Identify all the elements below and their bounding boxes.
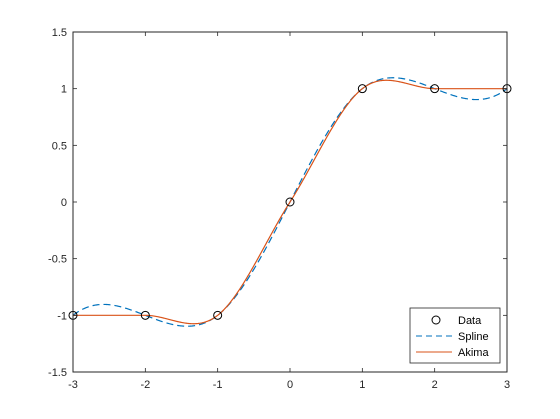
- x-tick-label: -2: [140, 379, 150, 391]
- data-point: [430, 84, 440, 94]
- x-tick-label: 1: [359, 379, 365, 391]
- legend: Data Spline Akima: [409, 307, 501, 364]
- x-tick-label: 3: [504, 379, 510, 391]
- data-point: [213, 310, 223, 320]
- x-tick-label: 2: [432, 379, 438, 391]
- curves-layer: [72, 77, 508, 327]
- x-tick-label: -3: [68, 379, 78, 391]
- x-tick-label: -1: [213, 379, 223, 391]
- y-tick-label: 0: [61, 197, 67, 209]
- series-akima-line: [73, 79, 507, 325]
- data-point: [357, 84, 367, 94]
- x-axis-ticks: -3 -2 -1 0 1 2 3: [68, 32, 510, 391]
- y-tick-label: 1: [61, 84, 67, 96]
- legend-entry-data: Data: [431, 315, 482, 327]
- x-tick-label: 0: [287, 379, 293, 391]
- data-point: [285, 197, 295, 207]
- y-tick-label: -0.5: [48, 254, 67, 266]
- y-axis-ticks: 1.5 1 0.5 0 -0.5 -1 -1.5: [48, 27, 507, 379]
- legend-marker-data: [431, 315, 441, 325]
- y-tick-label: 0.5: [52, 140, 67, 152]
- y-tick-label: -1: [57, 310, 67, 322]
- y-tick-label: -1.5: [48, 367, 67, 379]
- data-point: [140, 310, 150, 320]
- legend-label-spline: Spline: [458, 331, 489, 343]
- legend-entry-akima: Akima: [416, 347, 489, 359]
- legend-entry-spline: Spline: [416, 331, 489, 343]
- y-tick-label: 1.5: [52, 27, 67, 39]
- legend-label-akima: Akima: [458, 347, 489, 359]
- legend-box: [409, 307, 501, 364]
- legend-label-data: Data: [458, 315, 482, 327]
